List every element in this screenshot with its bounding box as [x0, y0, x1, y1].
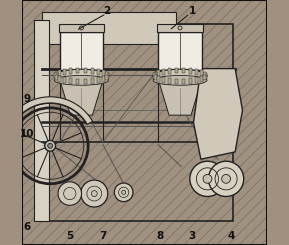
- Bar: [154, 75, 157, 80]
- Bar: [168, 78, 171, 84]
- Bar: [154, 72, 157, 77]
- Bar: [42, 24, 233, 220]
- Bar: [102, 70, 105, 76]
- Ellipse shape: [54, 69, 108, 83]
- Bar: [76, 79, 79, 84]
- Circle shape: [114, 183, 133, 202]
- Bar: [55, 72, 58, 77]
- Circle shape: [178, 26, 182, 30]
- Circle shape: [45, 140, 55, 151]
- Text: 3: 3: [189, 231, 196, 241]
- Text: 8: 8: [157, 231, 164, 241]
- Bar: [203, 75, 206, 80]
- Circle shape: [81, 180, 108, 207]
- Bar: [63, 77, 66, 83]
- Bar: [55, 75, 58, 80]
- Circle shape: [91, 191, 97, 196]
- Bar: [200, 70, 203, 76]
- Bar: [189, 78, 192, 84]
- Bar: [195, 69, 198, 74]
- Bar: [168, 68, 171, 74]
- Bar: [175, 79, 178, 84]
- Circle shape: [58, 182, 81, 205]
- Circle shape: [203, 174, 212, 183]
- Bar: [97, 77, 100, 83]
- Bar: [105, 75, 108, 80]
- Bar: [204, 73, 207, 79]
- Text: 7: 7: [99, 231, 107, 241]
- Bar: [203, 72, 206, 77]
- Bar: [60, 32, 103, 70]
- Bar: [157, 24, 203, 32]
- Bar: [91, 78, 94, 84]
- Bar: [84, 79, 86, 84]
- Bar: [162, 69, 165, 74]
- Circle shape: [122, 190, 126, 194]
- Ellipse shape: [54, 75, 108, 85]
- Bar: [189, 68, 192, 74]
- Bar: [182, 79, 185, 84]
- Bar: [91, 68, 94, 74]
- Bar: [102, 76, 105, 82]
- Text: 10: 10: [20, 129, 35, 138]
- Circle shape: [190, 161, 225, 196]
- Ellipse shape: [153, 75, 207, 85]
- Bar: [59, 24, 104, 32]
- Bar: [162, 77, 165, 83]
- Text: 9: 9: [24, 94, 31, 104]
- Bar: [195, 77, 198, 83]
- Bar: [63, 69, 66, 74]
- Polygon shape: [158, 78, 202, 115]
- Bar: [84, 68, 86, 73]
- Bar: [105, 72, 108, 77]
- Bar: [157, 76, 160, 82]
- Bar: [200, 76, 203, 82]
- Bar: [153, 73, 156, 79]
- Text: 4: 4: [228, 231, 235, 241]
- Text: 5: 5: [66, 231, 73, 241]
- Bar: [97, 69, 100, 74]
- Bar: [58, 70, 61, 76]
- Bar: [158, 32, 202, 70]
- Text: 6: 6: [24, 222, 31, 232]
- Polygon shape: [4, 97, 92, 131]
- Bar: [58, 76, 61, 82]
- Bar: [175, 68, 178, 73]
- Bar: [54, 73, 57, 79]
- Bar: [182, 68, 185, 73]
- Polygon shape: [59, 78, 103, 115]
- Bar: [42, 12, 176, 44]
- Bar: [69, 68, 72, 74]
- Polygon shape: [194, 69, 242, 159]
- Circle shape: [48, 143, 53, 148]
- Bar: [76, 68, 79, 73]
- Circle shape: [222, 174, 231, 183]
- Text: 2: 2: [103, 6, 110, 16]
- Bar: [34, 20, 49, 220]
- Bar: [106, 73, 109, 79]
- Ellipse shape: [153, 69, 207, 83]
- Bar: [157, 70, 160, 76]
- Text: 1: 1: [189, 6, 196, 16]
- Circle shape: [79, 26, 83, 30]
- Circle shape: [208, 161, 244, 196]
- Bar: [69, 78, 72, 84]
